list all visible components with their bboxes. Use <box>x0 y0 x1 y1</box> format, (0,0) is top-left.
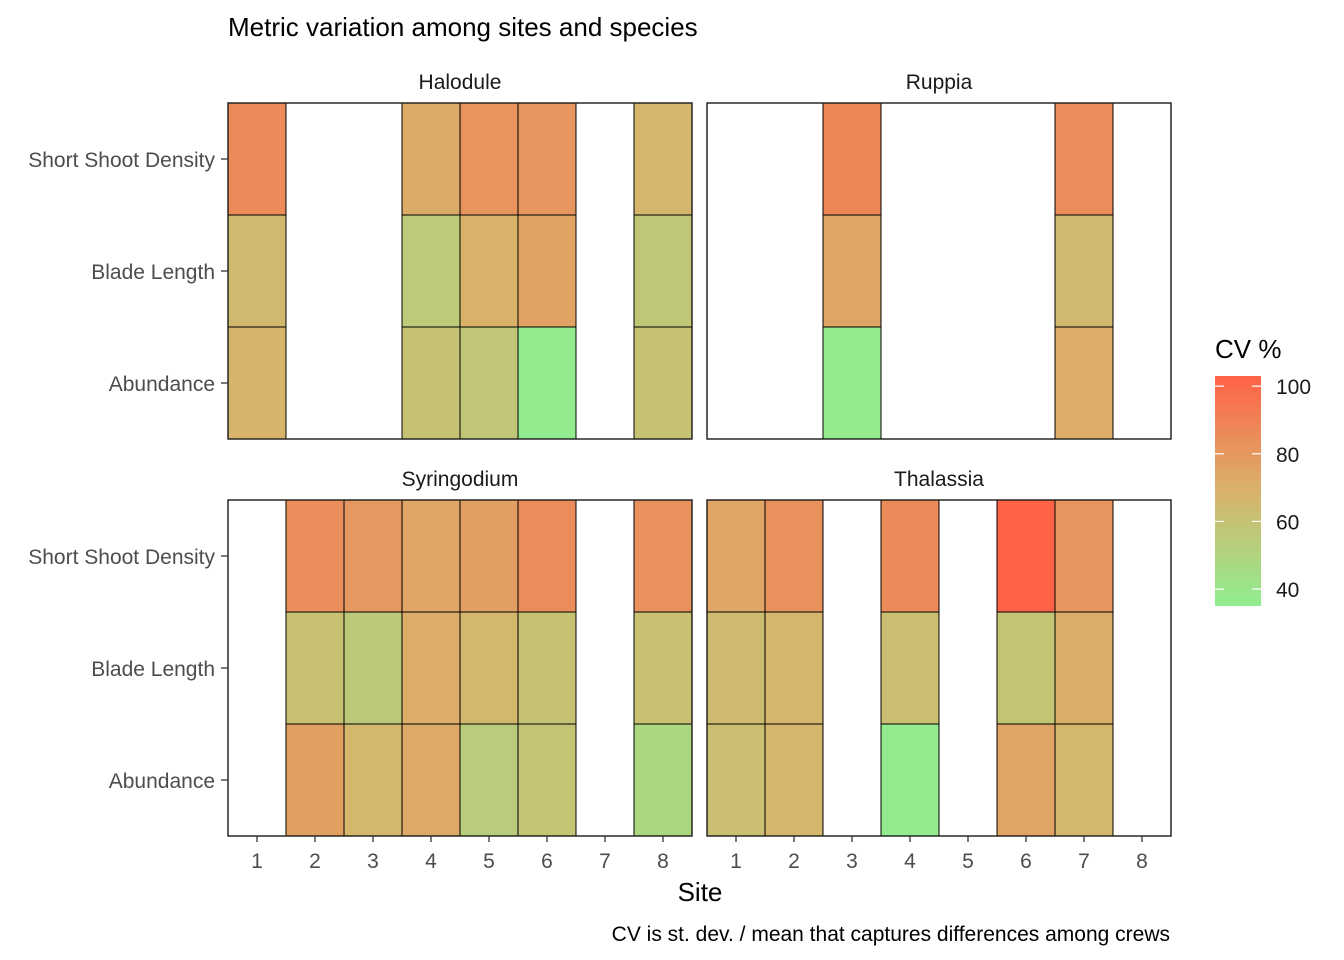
x-tick-label: 3 <box>846 850 858 873</box>
heatmap-cell <box>227 102 287 216</box>
heatmap-cell <box>1054 214 1114 328</box>
heatmap-cell <box>401 723 461 837</box>
heatmap-cell <box>633 611 693 725</box>
heatmap-cell <box>517 723 577 837</box>
heatmap-cell <box>285 611 345 725</box>
heatmap-cell <box>401 611 461 725</box>
x-tick-label: 5 <box>962 850 974 873</box>
heatmap-cell <box>822 214 882 328</box>
panel-border <box>706 102 1172 440</box>
heatmap-cell <box>459 102 519 216</box>
legend-tick-label: 80 <box>1276 444 1299 467</box>
heatmap-cell <box>517 214 577 328</box>
heatmap-cell <box>633 326 693 440</box>
panel-border <box>706 499 1172 837</box>
x-tick-label: 2 <box>788 850 800 873</box>
heatmap-cell <box>517 611 577 725</box>
heatmap-cell <box>706 611 766 725</box>
heatmap-cell <box>227 214 287 328</box>
heatmap-cell <box>822 102 882 216</box>
heatmap-cell <box>706 499 766 613</box>
legend-tick-label: 60 <box>1276 511 1299 534</box>
heatmap-cell <box>1054 611 1114 725</box>
panels: Halodule Short Shoot Density Blade Length A… <box>28 71 1172 873</box>
heatmap-cell <box>822 326 882 440</box>
heatmap-cell <box>517 326 577 440</box>
heatmap-cell <box>285 723 345 837</box>
x-tick-label: 7 <box>1078 850 1090 873</box>
heatmap-cell <box>343 499 403 613</box>
heatmap-cell <box>764 723 824 837</box>
heatmap-cell <box>764 499 824 613</box>
panel-halodule: Halodule Short Shoot Density Blade Length A… <box>28 71 693 440</box>
x-tick-label: 6 <box>541 850 553 873</box>
heatmap-cell <box>459 214 519 328</box>
heatmap-cell <box>706 723 766 837</box>
panel-ruppia: Ruppia <box>706 71 1172 440</box>
heatmap-cell <box>401 214 461 328</box>
x-tick-label: 1 <box>251 850 263 873</box>
heatmap-cell <box>459 499 519 613</box>
legend-colorbar <box>1215 376 1261 606</box>
heatmap-cell <box>633 214 693 328</box>
heatmap-cell <box>633 102 693 216</box>
heatmap-cell <box>459 611 519 725</box>
x-axis-label: Site <box>678 877 723 907</box>
x-tick-label: 8 <box>657 850 669 873</box>
heatmap-cell <box>1054 102 1114 216</box>
panel-title: Syringodium <box>402 468 519 491</box>
legend-title: CV % <box>1215 334 1281 364</box>
y-tick-label: Blade Length <box>91 261 215 284</box>
chart-caption: CV is st. dev. / mean that captures diff… <box>612 923 1170 946</box>
heatmap-cell <box>880 499 940 613</box>
x-tick-label: 3 <box>367 850 379 873</box>
y-tick-label: Abundance <box>109 770 215 793</box>
heatmap-cell <box>227 326 287 440</box>
heatmap-cell <box>1054 499 1114 613</box>
x-tick-label: 8 <box>1136 850 1148 873</box>
heatmap-cell <box>996 499 1056 613</box>
y-tick-label: Blade Length <box>91 658 215 681</box>
x-tick-label: 4 <box>425 850 437 873</box>
heatmap-cell <box>285 499 345 613</box>
heatmap-cell <box>343 611 403 725</box>
heatmap-cell <box>764 611 824 725</box>
panel-title: Halodule <box>419 71 502 94</box>
x-tick-label: 2 <box>309 850 321 873</box>
x-tick-label: 7 <box>599 850 611 873</box>
heatmap-cell <box>459 326 519 440</box>
heatmap-cell <box>633 499 693 613</box>
panel-thalassia: Thalassia 1 2 3 4 5 6 7 8 <box>706 468 1172 873</box>
heatmap-cell <box>401 102 461 216</box>
legend: CV % 40 60 80 100 <box>1215 334 1311 606</box>
panel-title: Ruppia <box>906 71 973 94</box>
heatmap-cell <box>1054 326 1114 440</box>
x-tick-label: 4 <box>904 850 916 873</box>
y-tick-label: Abundance <box>109 373 215 396</box>
heatmap-cell <box>459 723 519 837</box>
heatmap-cell <box>517 499 577 613</box>
heatmap-cell <box>996 611 1056 725</box>
heatmap-cell <box>401 499 461 613</box>
x-tick-label: 5 <box>483 850 495 873</box>
heatmap-cell <box>880 723 940 837</box>
panel-syringodium: Syringodium Short Shoot Density Blade Leng… <box>28 468 693 873</box>
heatmap-cell <box>1054 723 1114 837</box>
heatmap-cell <box>517 102 577 216</box>
y-tick-label: Short Shoot Density <box>28 149 215 172</box>
heatmap-cell <box>880 611 940 725</box>
heatmap-cell <box>633 723 693 837</box>
x-tick-label: 6 <box>1020 850 1032 873</box>
y-tick-label: Short Shoot Density <box>28 546 215 569</box>
panel-title: Thalassia <box>894 468 984 491</box>
legend-tick-label: 40 <box>1276 579 1299 602</box>
x-tick-label: 1 <box>730 850 742 873</box>
heatmap-cell <box>401 326 461 440</box>
legend-tick-label: 100 <box>1276 376 1311 399</box>
heatmap-cell <box>996 723 1056 837</box>
chart-title: Metric variation among sites and species <box>228 12 698 42</box>
heatmap-cell <box>343 723 403 837</box>
